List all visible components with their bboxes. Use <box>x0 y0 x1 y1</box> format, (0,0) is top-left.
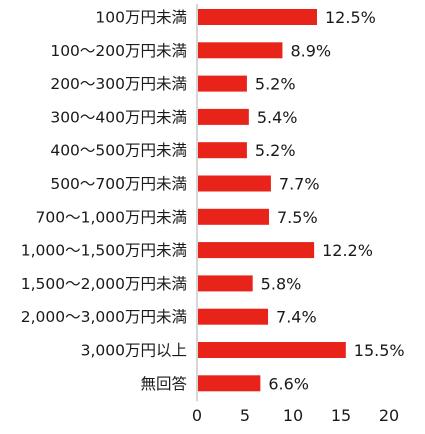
bars-group <box>198 9 346 392</box>
bar <box>198 108 249 125</box>
bar <box>198 75 247 92</box>
category-label: 1,000～1,500万円未満 <box>21 242 187 260</box>
category-label: 3,000万円以上 <box>81 342 187 360</box>
bar <box>198 308 269 325</box>
category-label: 1,500～2,000万円未満 <box>21 275 187 293</box>
value-label: 5.8% <box>261 274 302 293</box>
value-label: 7.4% <box>276 308 317 327</box>
bar <box>198 9 317 25</box>
x-axis: 0 5 10 15 20 <box>192 4 399 425</box>
category-label: 300～400万円未満 <box>50 108 187 126</box>
bar <box>198 375 261 392</box>
x-tick-label: 5 <box>240 406 250 425</box>
bar <box>198 142 247 159</box>
value-label: 7.5% <box>277 208 318 227</box>
category-label: 2,000～3,000万円未満 <box>21 308 187 326</box>
value-label: 12.5% <box>325 8 376 27</box>
value-label: 5.2% <box>255 141 296 160</box>
category-label: 200～300万円未満 <box>50 75 187 93</box>
x-tick-label: 20 <box>379 406 399 425</box>
value-label: 12.2% <box>322 241 373 260</box>
bar <box>198 275 253 292</box>
category-label: 無回答 <box>140 375 187 393</box>
category-label: 700～1,000万円未満 <box>36 208 187 226</box>
x-tick-label: 0 <box>192 406 202 425</box>
category-label: 100万円未満 <box>95 9 187 27</box>
bar <box>198 42 283 59</box>
category-labels: 100万円未満 100～200万円未満 200～300万円未満 300～400万円未満… <box>21 9 188 393</box>
value-label: 7.7% <box>279 175 320 194</box>
category-label: 100～200万円未満 <box>50 42 187 60</box>
value-labels: 12.5% 8.9% 5.2% 5.4% 5.2% 7.7% 7.5%12.2% 5.8% 7.… <box>255 8 405 393</box>
value-label: 6.6% <box>268 374 309 393</box>
category-label: 400～500万円未満 <box>50 142 187 160</box>
value-label: 15.5% <box>354 341 405 360</box>
value-label: 5.2% <box>255 75 296 94</box>
bar <box>198 342 346 358</box>
bar <box>198 208 269 225</box>
bar <box>198 242 315 259</box>
bar <box>198 175 271 192</box>
value-label: 5.4% <box>257 108 298 127</box>
x-tick-label: 10 <box>283 406 303 425</box>
value-label: 8.9% <box>290 41 331 60</box>
x-tick-label: 15 <box>331 406 351 425</box>
category-label: 500～700万円未満 <box>50 175 187 193</box>
